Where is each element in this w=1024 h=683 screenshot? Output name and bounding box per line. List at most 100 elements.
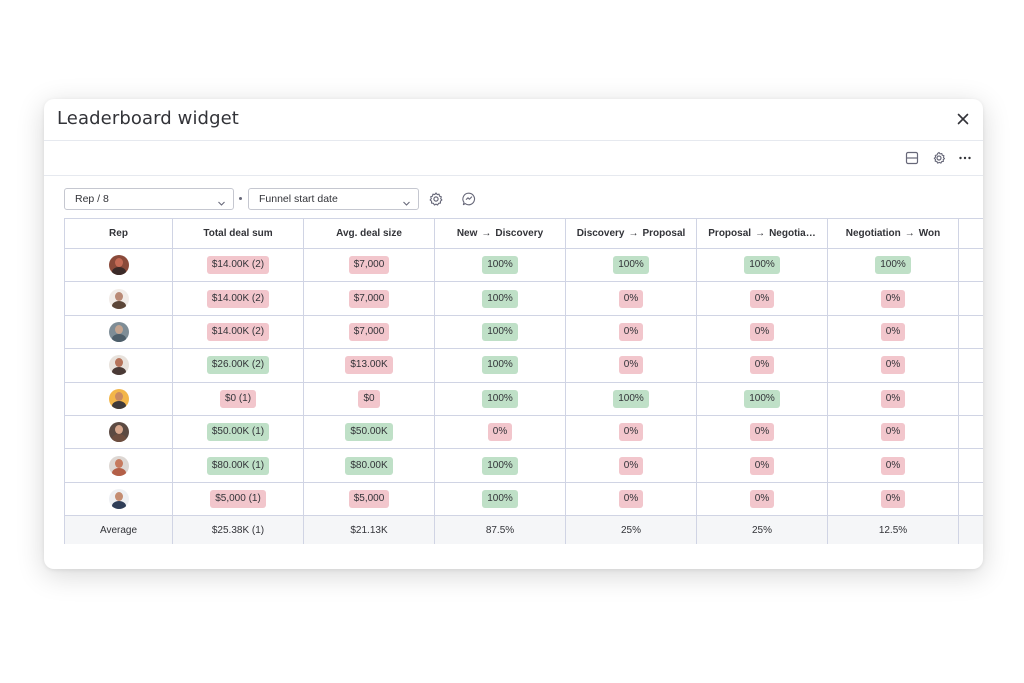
value-badge: 0% bbox=[618, 489, 644, 508]
stage-proposal-negotiation-cell: 0% bbox=[696, 448, 828, 483]
header-stage-proposal-negotiation[interactable]: Proposal → Negotia… bbox=[696, 218, 828, 249]
value-badge: $14.00K (2) bbox=[206, 256, 270, 275]
table-row[interactable]: $0 (1) $0 100% 100% 100% 0% bbox=[64, 381, 983, 416]
value-badge: 0% bbox=[618, 356, 644, 375]
table-header-row: Rep Total deal sum Avg. deal size New → Di… bbox=[64, 218, 983, 249]
total-deal-sum-cell: $14.00K (2) bbox=[172, 281, 304, 316]
modal-title: Leaderboard widget bbox=[57, 108, 239, 129]
layout-icon[interactable] bbox=[904, 150, 920, 166]
value-badge: 0% bbox=[880, 389, 906, 408]
stage-proposal-negotiation-cell: 0% bbox=[696, 314, 828, 350]
average-overflow-cell bbox=[958, 515, 983, 544]
value-badge: 0% bbox=[749, 356, 775, 375]
rep-cell bbox=[64, 348, 173, 383]
stage-new-discovery-cell: 100% bbox=[434, 247, 566, 283]
table-row[interactable]: $14.00K (2) $7,000 100% 100% 100% 100% bbox=[64, 247, 983, 283]
overflow-cell bbox=[958, 348, 983, 383]
value-badge: 0% bbox=[618, 322, 644, 341]
leaderboard-table-container[interactable]: Rep Total deal sum Avg. deal size New → Di… bbox=[64, 218, 983, 544]
avatar[interactable] bbox=[108, 388, 129, 409]
avg-deal-size-cell: $7,000 bbox=[303, 281, 435, 316]
separator-dot bbox=[239, 197, 242, 200]
value-badge: $0 bbox=[358, 389, 380, 408]
group-by-select[interactable]: Rep / 8 bbox=[64, 188, 234, 210]
value-badge: $7,000 bbox=[348, 322, 390, 341]
rep-cell bbox=[64, 247, 173, 283]
value-badge: 0% bbox=[749, 456, 775, 475]
value-badge: 100% bbox=[482, 489, 518, 508]
total-deal-sum-cell: $80.00K (1) bbox=[172, 448, 304, 483]
average-stage-1: 87.5% bbox=[434, 515, 566, 544]
table-row[interactable]: $26.00K (2) $13.00K 100% 0% 0% 0% bbox=[64, 348, 983, 383]
value-badge: 0% bbox=[880, 456, 906, 475]
stage-negotiation-won-cell: 0% bbox=[827, 448, 959, 483]
table-row[interactable]: $14.00K (2) $7,000 100% 0% 0% 0% bbox=[64, 281, 983, 316]
avatar[interactable] bbox=[108, 255, 129, 276]
widget-toolbar bbox=[44, 141, 983, 176]
stage-proposal-negotiation-cell: 100% bbox=[696, 247, 828, 283]
table-row[interactable]: $50.00K (1) $50.00K 0% 0% 0% 0% bbox=[64, 414, 983, 450]
stage-negotiation-won-cell: 100% bbox=[827, 247, 959, 283]
rep-cell bbox=[64, 481, 173, 517]
insight-chat-icon[interactable] bbox=[461, 191, 477, 207]
total-deal-sum-cell: $14.00K (2) bbox=[172, 314, 304, 350]
overflow-cell bbox=[958, 448, 983, 483]
value-badge: 100% bbox=[613, 389, 649, 408]
leaderboard-table: Rep Total deal sum Avg. deal size New → Di… bbox=[64, 218, 983, 544]
avg-deal-size-cell: $0 bbox=[303, 381, 435, 416]
value-badge: 0% bbox=[749, 489, 775, 508]
arrow-right-icon: → bbox=[755, 228, 766, 239]
value-badge: 100% bbox=[482, 356, 518, 375]
more-icon[interactable] bbox=[957, 150, 973, 166]
close-icon[interactable] bbox=[953, 109, 973, 129]
stage-proposal-negotiation-cell: 0% bbox=[696, 348, 828, 383]
average-total-deal-sum: $25.38K (1) bbox=[172, 515, 304, 544]
avg-deal-size-cell: $13.00K bbox=[303, 348, 435, 383]
header-stage-negotiation-won[interactable]: Negotiation → Won bbox=[827, 218, 959, 249]
average-row: Average $25.38K (1) $21.13K 87.5% 25% 25… bbox=[64, 515, 983, 544]
stage-discovery-proposal-cell: 0% bbox=[565, 314, 697, 350]
stage-discovery-proposal-cell: 100% bbox=[565, 247, 697, 283]
stage-from-label: Discovery bbox=[576, 228, 625, 239]
header-stage-discovery-proposal[interactable]: Discovery → Proposal bbox=[565, 218, 697, 249]
stage-to-label: Won bbox=[918, 228, 941, 239]
table-row[interactable]: $14.00K (2) $7,000 100% 0% 0% 0% bbox=[64, 314, 983, 350]
header-total-deal-sum[interactable]: Total deal sum bbox=[172, 218, 304, 249]
avatar[interactable] bbox=[108, 422, 129, 443]
stage-new-discovery-cell: 100% bbox=[434, 481, 566, 517]
stage-to-label: Negotia… bbox=[769, 228, 816, 239]
value-badge: 100% bbox=[482, 322, 518, 341]
date-field-value: Funnel start date bbox=[259, 193, 338, 205]
stage-discovery-proposal-cell: 0% bbox=[565, 448, 697, 483]
avatar[interactable] bbox=[108, 355, 129, 376]
rep-cell bbox=[64, 281, 173, 316]
table-row[interactable]: $80.00K (1) $80.00K 100% 0% 0% 0% bbox=[64, 448, 983, 483]
settings-gear-icon[interactable] bbox=[428, 191, 444, 207]
table-row[interactable]: $5,000 (1) $5,000 100% 0% 0% 0% bbox=[64, 481, 983, 517]
avatar[interactable] bbox=[108, 288, 129, 309]
gear-icon[interactable] bbox=[931, 150, 947, 166]
total-deal-sum-cell: $26.00K (2) bbox=[172, 348, 304, 383]
stage-negotiation-won-cell: 0% bbox=[827, 414, 959, 450]
chevron-down-icon bbox=[402, 195, 411, 206]
stage-to-label: Discovery bbox=[495, 228, 544, 239]
avg-deal-size-cell: $7,000 bbox=[303, 314, 435, 350]
header-stage-new-discovery[interactable]: New → Discovery bbox=[434, 218, 566, 249]
stage-new-discovery-cell: 0% bbox=[434, 414, 566, 450]
date-field-select[interactable]: Funnel start date bbox=[248, 188, 419, 210]
avatar[interactable] bbox=[108, 488, 129, 509]
avatar[interactable] bbox=[108, 455, 129, 476]
header-rep[interactable]: Rep bbox=[64, 218, 173, 249]
stage-new-discovery-cell: 100% bbox=[434, 314, 566, 350]
avg-deal-size-cell: $50.00K bbox=[303, 414, 435, 450]
rep-cell bbox=[64, 414, 173, 450]
arrow-right-icon: → bbox=[628, 228, 639, 239]
value-badge: 100% bbox=[482, 456, 518, 475]
leaderboard-modal: Leaderboard widget Rep / 8 Funnel start … bbox=[44, 99, 983, 569]
value-badge: $7,000 bbox=[348, 256, 390, 275]
header-avg-deal-size[interactable]: Avg. deal size bbox=[303, 218, 435, 249]
stage-new-discovery-cell: 100% bbox=[434, 281, 566, 316]
average-avg-deal-size: $21.13K bbox=[303, 515, 435, 544]
value-badge: 100% bbox=[613, 256, 649, 275]
avatar[interactable] bbox=[108, 321, 129, 342]
